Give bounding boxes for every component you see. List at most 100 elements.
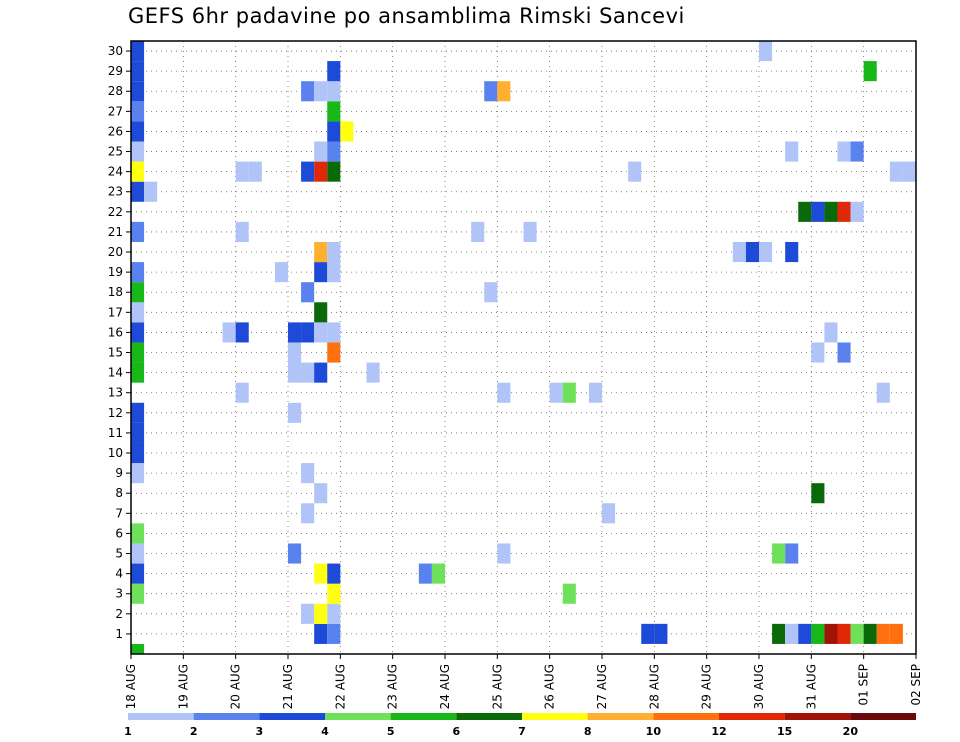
heatmap-cell bbox=[889, 161, 903, 182]
heatmap-cell bbox=[235, 221, 249, 242]
heatmap-cell bbox=[314, 161, 328, 182]
heatmap-cell bbox=[602, 503, 616, 524]
heatmap-cell bbox=[785, 141, 799, 162]
legend-label: 12 bbox=[711, 725, 726, 738]
heatmap-cell bbox=[314, 322, 328, 343]
heatmap-cell bbox=[798, 201, 812, 222]
heatmap-cell bbox=[327, 81, 341, 102]
heatmap-cell bbox=[327, 101, 341, 122]
legend-label: 10 bbox=[646, 725, 662, 738]
heatmap-cell bbox=[431, 563, 445, 584]
heatmap-cell bbox=[837, 141, 851, 162]
legend-label: 5 bbox=[387, 725, 395, 738]
heatmap-cell bbox=[471, 221, 485, 242]
heatmap-cell bbox=[497, 382, 511, 403]
heatmap-cell bbox=[327, 583, 341, 604]
heatmap-cell bbox=[811, 483, 825, 504]
heatmap-cell bbox=[340, 121, 354, 142]
legend-label: 6 bbox=[453, 725, 461, 738]
heatmap-cell bbox=[131, 61, 145, 82]
heatmap-cell bbox=[497, 81, 511, 102]
legend-swatch bbox=[653, 713, 719, 720]
heatmap-cell bbox=[327, 623, 341, 644]
legend-swatch bbox=[522, 713, 588, 720]
heatmap-cell bbox=[850, 201, 864, 222]
heatmap-cell bbox=[418, 563, 432, 584]
heatmap-cell bbox=[327, 342, 341, 363]
y-tick-label: 12 bbox=[108, 406, 123, 420]
heatmap-cell bbox=[327, 603, 341, 624]
heatmap-cell bbox=[327, 141, 341, 162]
heatmap-cell bbox=[131, 342, 145, 363]
heatmap-cell bbox=[327, 262, 341, 283]
heatmap-cell bbox=[131, 442, 145, 464]
heatmap-cell bbox=[366, 362, 380, 383]
heatmap-cell bbox=[798, 623, 812, 644]
y-tick-label: 10 bbox=[108, 446, 123, 460]
heatmap-cell bbox=[785, 623, 799, 644]
heatmap-cell bbox=[248, 161, 262, 182]
heatmap-cell bbox=[301, 362, 315, 383]
y-tick-label: 13 bbox=[108, 386, 123, 400]
x-tick-label: 29 AUG bbox=[700, 664, 714, 709]
legend-label: 2 bbox=[190, 725, 198, 738]
heatmap-cell bbox=[288, 402, 302, 423]
heatmap-cell bbox=[785, 241, 799, 263]
legend-swatch bbox=[128, 713, 194, 720]
heatmap-cell bbox=[131, 101, 145, 122]
x-tick-label: 23 AUG bbox=[386, 664, 400, 709]
heatmap-cell bbox=[222, 322, 236, 343]
y-tick-label: 16 bbox=[108, 325, 123, 339]
heatmap-cell bbox=[301, 463, 315, 484]
y-tick-label: 25 bbox=[108, 145, 123, 159]
y-tick-label: 27 bbox=[108, 104, 123, 118]
heatmap-cell bbox=[327, 61, 341, 82]
heatmap-cell bbox=[811, 201, 825, 222]
heatmap-cell bbox=[327, 121, 341, 142]
y-tick-label: 24 bbox=[108, 165, 123, 179]
legend-swatch bbox=[390, 713, 457, 720]
heatmap-cell bbox=[641, 623, 655, 644]
heatmap-cell bbox=[902, 161, 916, 182]
heatmap-cell bbox=[131, 121, 145, 142]
legend-swatch bbox=[587, 713, 654, 720]
y-tick-label: 20 bbox=[108, 245, 123, 259]
heatmap-cell bbox=[549, 382, 563, 403]
x-tick-label: 20 AUG bbox=[229, 664, 243, 709]
x-tick-label: 30 AUG bbox=[752, 664, 766, 709]
heatmap-cell bbox=[314, 302, 328, 323]
legend-label: 8 bbox=[584, 725, 592, 738]
heatmap-cell bbox=[863, 623, 877, 644]
heatmap-cell bbox=[759, 241, 773, 263]
x-tick-label: 28 AUG bbox=[647, 664, 661, 709]
heatmap-cell bbox=[837, 201, 851, 222]
legend-label: 4 bbox=[321, 725, 329, 738]
x-tick-label: 21 AUG bbox=[281, 664, 295, 709]
y-tick-label: 5 bbox=[115, 547, 123, 561]
y-tick-label: 2 bbox=[115, 607, 123, 621]
y-tick-label: 18 bbox=[108, 285, 123, 299]
heatmap-cell bbox=[314, 141, 328, 162]
heatmap-cell bbox=[301, 161, 315, 182]
x-tick-label: 27 AUG bbox=[595, 664, 609, 709]
heatmap-cell bbox=[131, 161, 145, 182]
heatmap-cell bbox=[131, 362, 145, 383]
heatmap-cell bbox=[288, 362, 302, 383]
heatmap-cell bbox=[588, 382, 602, 403]
heatmap-cell bbox=[131, 282, 145, 303]
heatmap-cell bbox=[301, 282, 315, 303]
heatmap-cells bbox=[131, 41, 916, 654]
y-axis: 1234567891011121314151617181920212223242… bbox=[108, 44, 131, 641]
heatmap-cell bbox=[314, 603, 328, 624]
heatmap-cell bbox=[301, 603, 315, 624]
heatmap-cell bbox=[811, 623, 825, 644]
heatmap-cell bbox=[876, 382, 890, 403]
heatmap-cell bbox=[837, 623, 851, 644]
heatmap-cell bbox=[562, 382, 576, 403]
heatmap-cell bbox=[131, 583, 145, 604]
heatmap-cell bbox=[131, 141, 145, 162]
heatmap-cell bbox=[131, 643, 145, 654]
heatmap-cell bbox=[484, 282, 498, 303]
heatmap-cell bbox=[131, 463, 145, 484]
